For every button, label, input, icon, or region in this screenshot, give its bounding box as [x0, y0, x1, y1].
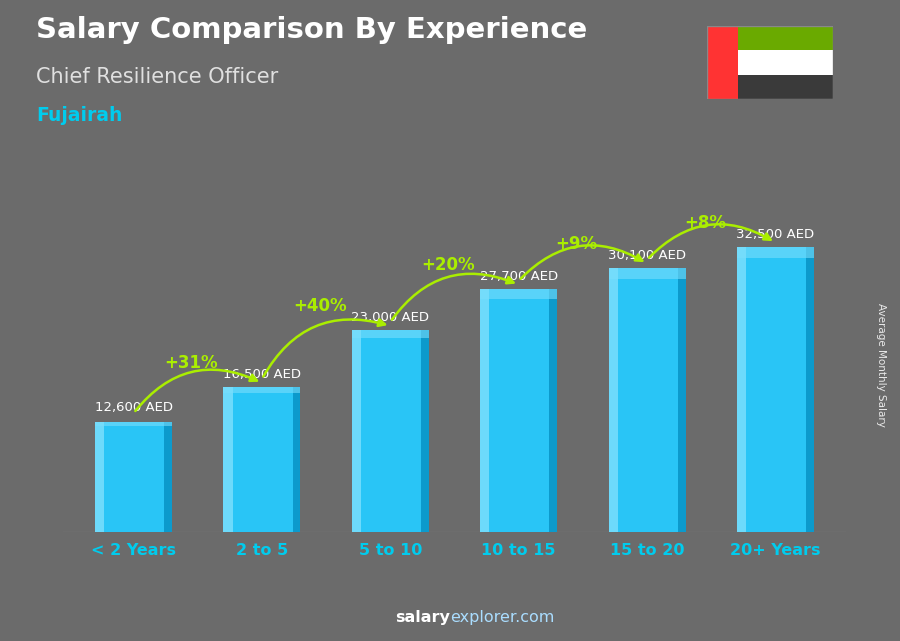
Bar [95, 422, 104, 532]
Bar [738, 26, 833, 50]
Bar [706, 26, 738, 99]
Bar [352, 330, 361, 532]
Text: Fujairah: Fujairah [36, 106, 122, 125]
Bar [421, 330, 428, 532]
Bar [737, 247, 814, 258]
Text: 23,000 AED: 23,000 AED [351, 311, 429, 324]
Bar [292, 387, 301, 532]
Text: +8%: +8% [684, 214, 725, 232]
Bar [223, 387, 233, 532]
FancyBboxPatch shape [352, 330, 428, 532]
Bar [481, 289, 490, 532]
FancyBboxPatch shape [223, 387, 301, 532]
Bar [352, 330, 428, 338]
Text: Average Monthly Salary: Average Monthly Salary [877, 303, 886, 428]
Bar [608, 268, 617, 532]
Bar [678, 268, 686, 532]
Text: 30,100 AED: 30,100 AED [608, 249, 686, 262]
FancyBboxPatch shape [95, 422, 172, 532]
Text: 16,500 AED: 16,500 AED [223, 368, 301, 381]
Text: +40%: +40% [292, 297, 346, 315]
Text: +9%: +9% [555, 235, 598, 253]
Text: Salary Comparison By Experience: Salary Comparison By Experience [36, 16, 587, 44]
Bar [95, 422, 172, 426]
Text: explorer.com: explorer.com [450, 610, 554, 625]
Bar [806, 247, 814, 532]
Text: Chief Resilience Officer: Chief Resilience Officer [36, 67, 278, 87]
Text: +20%: +20% [421, 256, 475, 274]
Bar [608, 268, 686, 279]
Bar [165, 422, 172, 532]
FancyBboxPatch shape [737, 247, 814, 532]
Text: 27,700 AED: 27,700 AED [480, 270, 558, 283]
Text: +31%: +31% [165, 354, 218, 372]
Bar [223, 387, 301, 393]
Text: 12,600 AED: 12,600 AED [94, 401, 173, 415]
Bar [738, 75, 833, 99]
FancyBboxPatch shape [608, 268, 686, 532]
Text: 32,500 AED: 32,500 AED [736, 228, 814, 241]
FancyBboxPatch shape [481, 289, 557, 532]
Bar [738, 50, 833, 75]
Bar [481, 289, 557, 299]
Bar [550, 289, 557, 532]
Text: salary: salary [395, 610, 450, 625]
Bar [737, 247, 746, 532]
